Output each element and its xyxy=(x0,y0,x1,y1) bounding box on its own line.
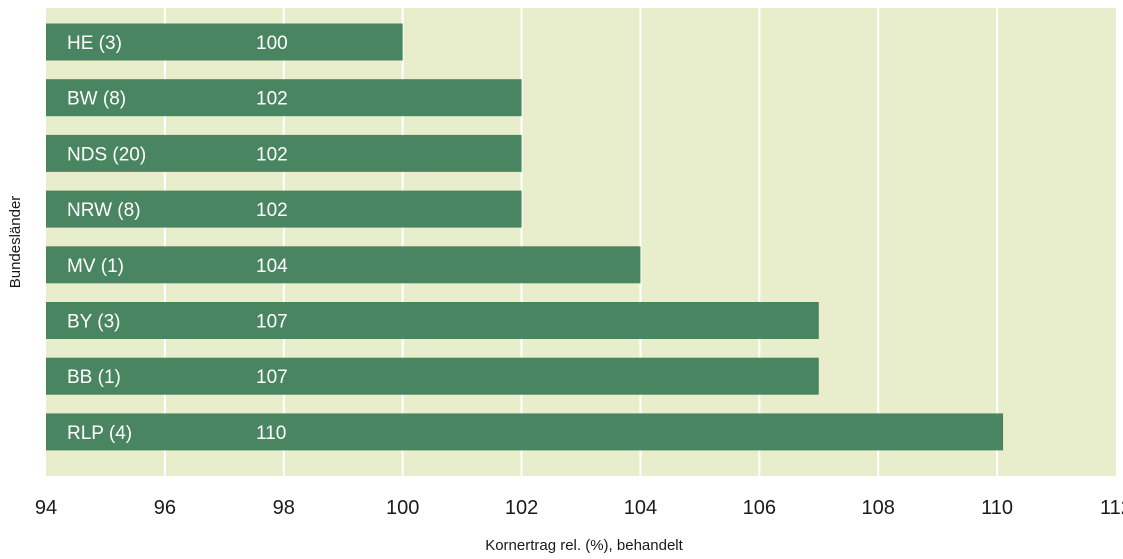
bar-category-label: NDS (20) xyxy=(67,144,146,165)
bar-category-label: BY (3) xyxy=(67,312,121,333)
x-axis-ticks: 94 96 98 100 102 104 106 108 110 112 xyxy=(35,497,1123,519)
bar xyxy=(46,23,403,61)
bar-category-label: BB (1) xyxy=(67,367,121,388)
bar-category-label: BW (8) xyxy=(67,89,126,110)
bars: HE (3) 100 BW (8) 102 NDS (20) 102 NRW (8) 102 M… xyxy=(46,23,1004,451)
y-axis-title: Bundesländer xyxy=(7,196,24,289)
x-tick-label: 94 xyxy=(35,497,57,519)
bar-value-label: 102 xyxy=(256,200,288,221)
bar xyxy=(46,190,522,228)
bar-value-label: 107 xyxy=(256,312,288,333)
bar xyxy=(46,134,522,172)
x-tick-label: 96 xyxy=(154,497,176,519)
x-tick-label: 98 xyxy=(273,497,295,519)
bar-value-label: 110 xyxy=(256,423,286,444)
bar-value-label: 107 xyxy=(256,367,288,388)
bar-category-label: MV (1) xyxy=(67,256,124,277)
bar xyxy=(46,413,1004,451)
x-axis-title: Kornertrag rel. (%), behandelt xyxy=(485,537,683,554)
plot-area xyxy=(46,8,1116,476)
x-tick-label: 104 xyxy=(624,497,657,519)
x-tick-label: 100 xyxy=(386,497,419,519)
bar xyxy=(46,357,819,395)
bar-category-label: HE (3) xyxy=(67,33,122,54)
bar-value-label: 102 xyxy=(256,144,288,165)
bar-value-label: 104 xyxy=(256,256,288,277)
bar xyxy=(46,302,819,339)
x-tick-label: 112 xyxy=(1100,497,1123,519)
bar-value-label: 102 xyxy=(256,89,288,110)
x-tick-label: 106 xyxy=(743,497,776,519)
x-tick-label: 110 xyxy=(981,497,1013,519)
bar xyxy=(46,79,522,117)
bar xyxy=(46,246,641,284)
bar-category-label: NRW (8) xyxy=(67,200,141,221)
bar-value-label: 100 xyxy=(256,33,288,54)
x-tick-label: 108 xyxy=(862,497,895,519)
bar-category-label: RLP (4) xyxy=(67,423,132,444)
x-tick-label: 102 xyxy=(505,497,538,519)
